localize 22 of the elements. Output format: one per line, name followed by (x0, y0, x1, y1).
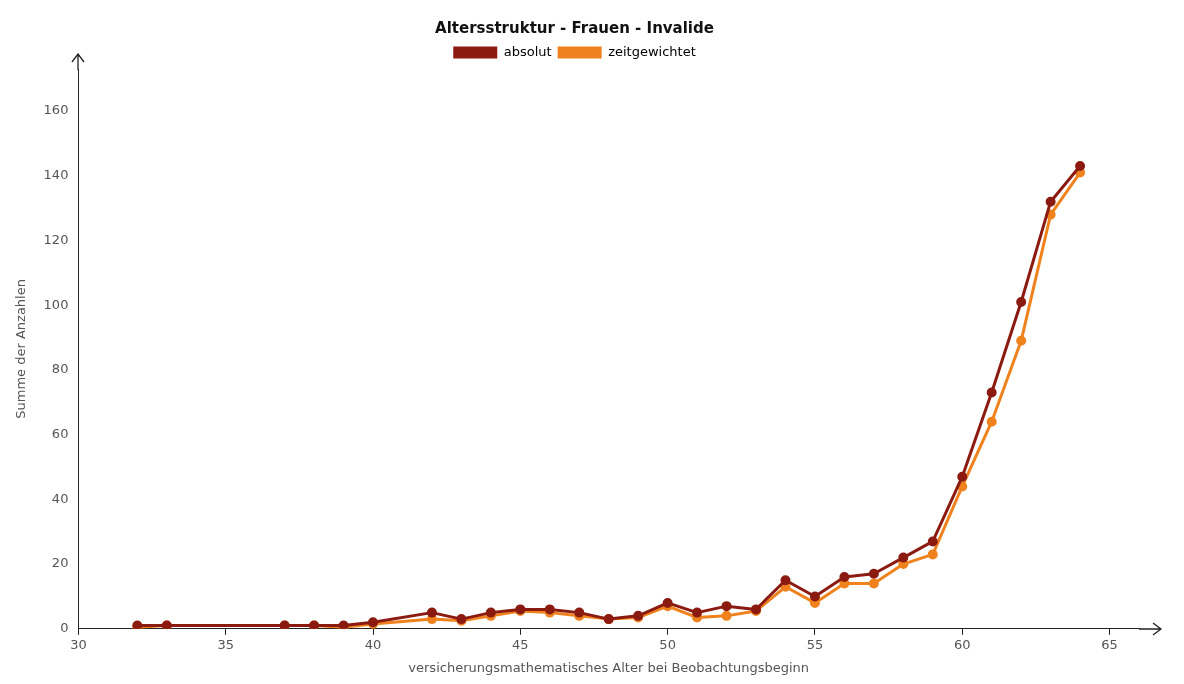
y-tick-label: 80 (51, 361, 69, 377)
y-tick-label: 20 (51, 555, 69, 571)
x-tick-label: 50 (659, 636, 676, 652)
y-tick-label: 100 (43, 296, 69, 312)
y-tick-label: 60 (51, 426, 69, 442)
y-tick-label: 0 (60, 620, 69, 636)
y-tick-label: 140 (43, 167, 69, 183)
y-axis-title: Summe der Anzahlen (13, 279, 29, 419)
x-tick-label: 35 (217, 636, 234, 652)
legend-label: zeitgewichtet (608, 43, 696, 59)
y-tick-label: 40 (51, 490, 69, 506)
x-tick-label: 45 (512, 636, 529, 652)
legend-label: absolut (503, 43, 552, 59)
x-tick-label: 40 (364, 636, 382, 652)
x-tick-label: 30 (70, 636, 87, 652)
y-tick-label: 160 (43, 102, 69, 118)
x-tick-label: 60 (953, 636, 971, 652)
x-tick-label: 55 (806, 636, 824, 652)
chart-title: Altersstruktur - Frauen - Invalide (435, 18, 714, 37)
x-axis-title: versicherungsmathematisches Alter bei Beobachtungsbeginn (408, 659, 810, 675)
x-tick-label: 65 (1101, 636, 1118, 652)
y-tick-label: 120 (43, 231, 69, 247)
